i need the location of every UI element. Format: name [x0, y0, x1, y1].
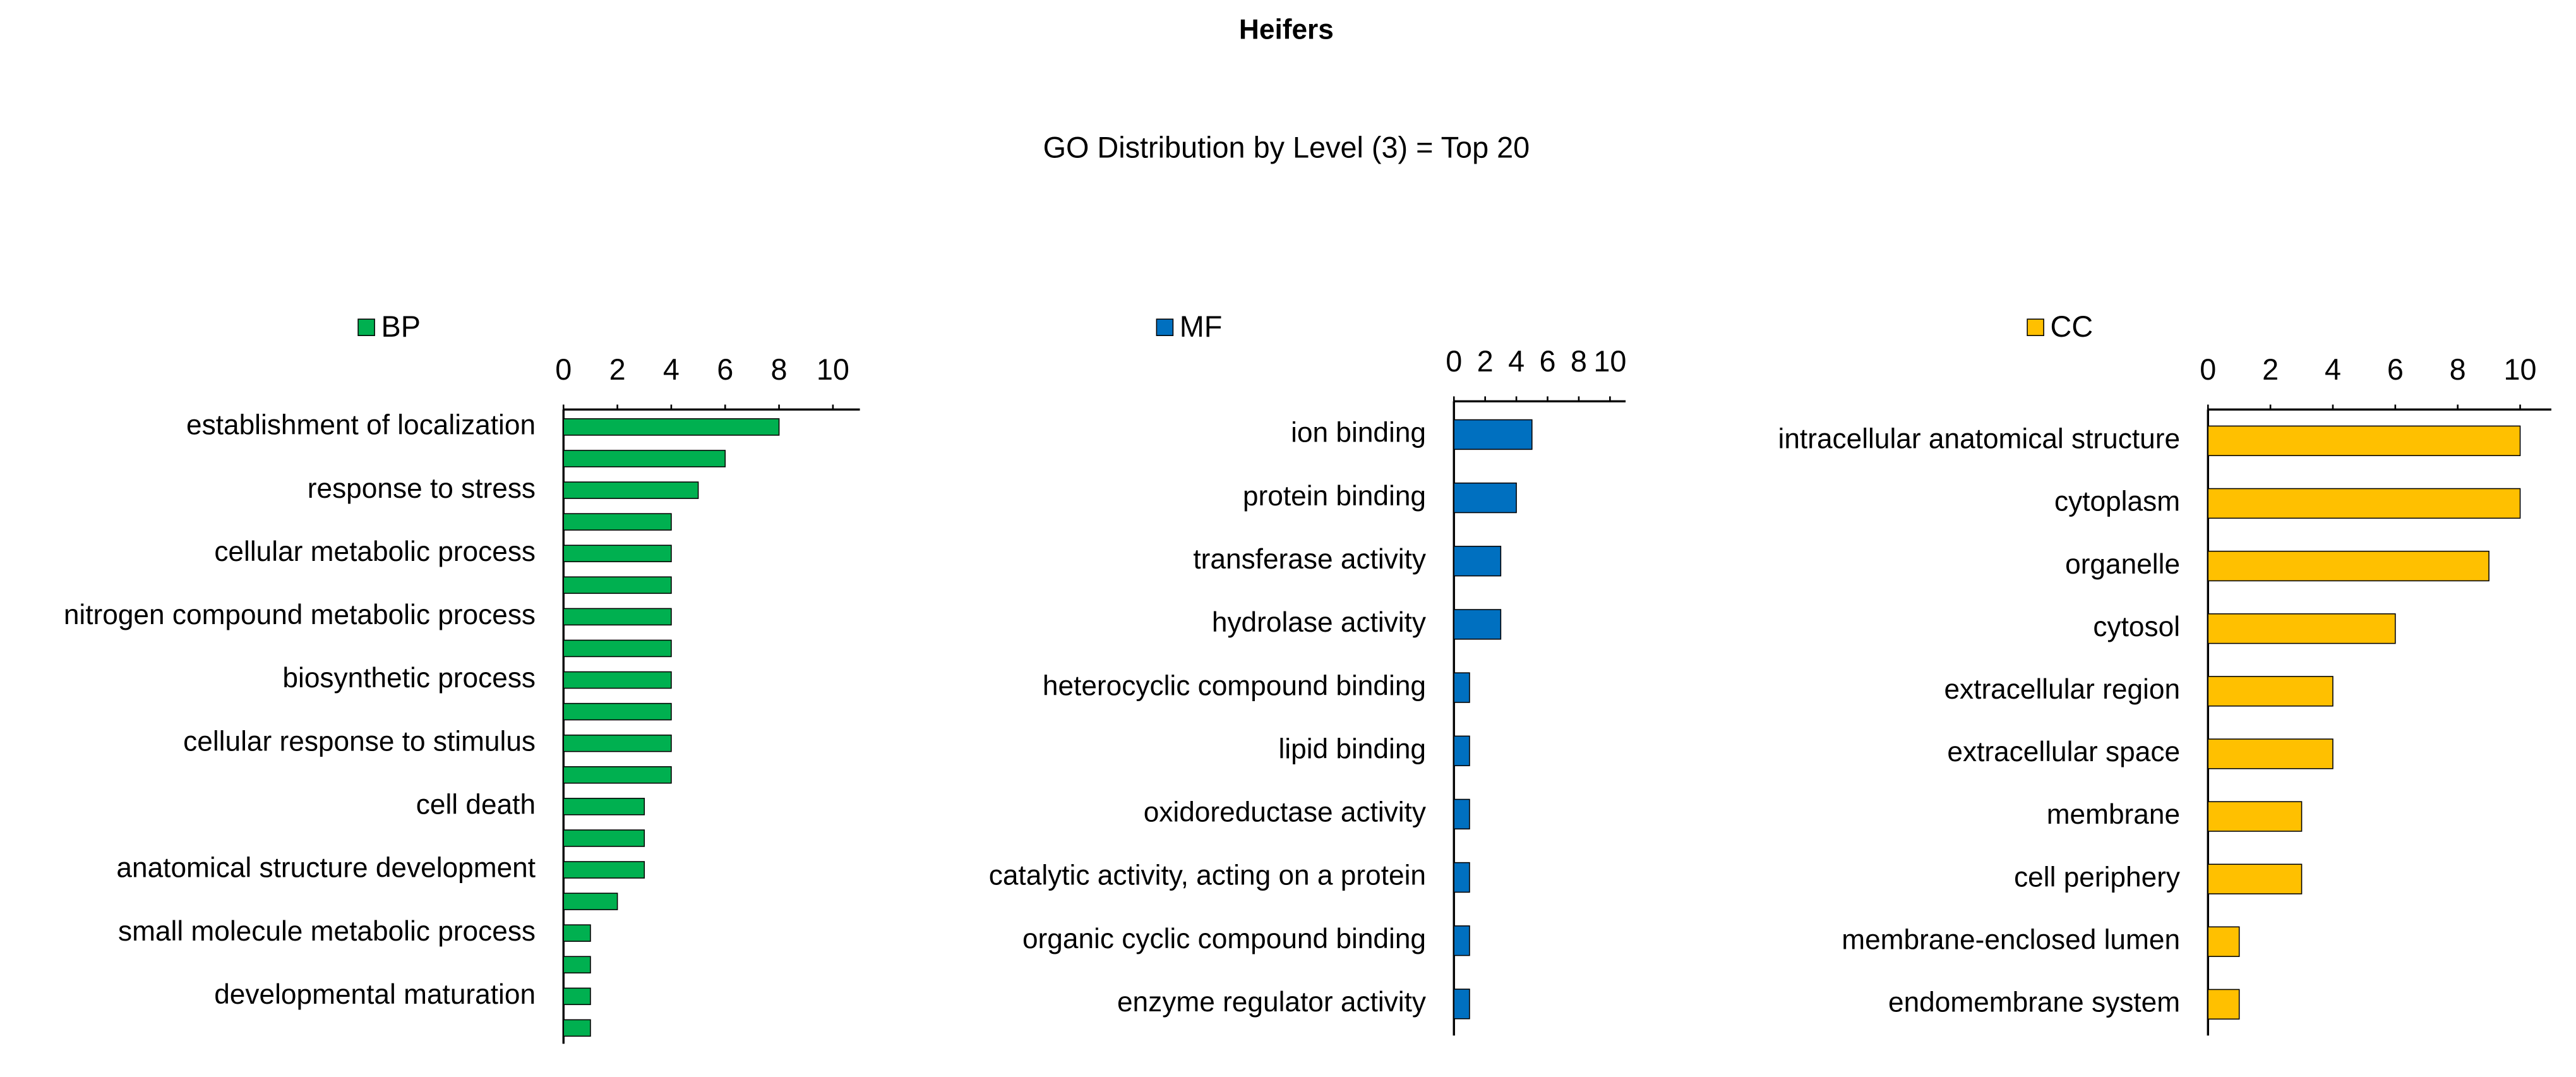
- y-tick-label: protein binding: [1243, 481, 1426, 512]
- x-tick-label: 0: [1446, 345, 1462, 378]
- bar: [2207, 801, 2303, 832]
- legend-label: CC: [2051, 310, 2094, 343]
- bar: [1453, 419, 1533, 450]
- y-tick-label: cellular response to stimulus: [183, 726, 536, 757]
- bar: [2207, 738, 2333, 769]
- y-tick-label: small molecule metabolic process: [118, 916, 536, 947]
- y-tick-label: organelle: [2065, 549, 2180, 580]
- bar: [563, 829, 645, 847]
- bar: [1453, 672, 1470, 703]
- x-tick-label: 8: [1571, 345, 1587, 378]
- x-tick-label: 2: [609, 353, 626, 386]
- bar: [563, 608, 672, 626]
- bar: [563, 450, 726, 467]
- x-tick-label: 2: [2262, 353, 2279, 386]
- y-tick-label: organic cyclic compound binding: [1022, 924, 1426, 954]
- bar: [2207, 550, 2489, 582]
- y-tick-label: hydrolase activity: [1212, 607, 1427, 638]
- y-tick-label: extracellular region: [1944, 674, 2180, 705]
- x-tick-label: 6: [717, 353, 733, 386]
- bar: [2207, 613, 2396, 644]
- bar: [1453, 862, 1470, 893]
- y-tick-label: extracellular space: [1947, 737, 2180, 767]
- bar: [2207, 488, 2521, 519]
- y-tick-label: cytosol: [2093, 611, 2180, 642]
- y-tick-label: establishment of localization: [186, 410, 536, 441]
- bar: [563, 734, 672, 752]
- x-tick-label: 4: [663, 353, 680, 386]
- bar: [563, 1019, 591, 1037]
- x-tick-label: 4: [2325, 353, 2341, 386]
- bar: [1453, 989, 1470, 1020]
- figure-subtitle: GO Distribution by Level (3) = Top 20: [1043, 131, 1530, 164]
- bar: [563, 798, 645, 815]
- bar: [563, 702, 672, 721]
- bar: [563, 893, 618, 910]
- bar: [1453, 546, 1502, 577]
- bar: [1453, 735, 1470, 766]
- bar: [563, 987, 591, 1006]
- legend-label: BP: [381, 310, 421, 343]
- x-tick-label: 0: [2200, 353, 2216, 386]
- bar: [1453, 798, 1470, 830]
- y-tick-label: enzyme regulator activity: [1117, 987, 1427, 1018]
- legend-label: MF: [1180, 310, 1223, 343]
- x-tick-label: 6: [1539, 345, 1555, 378]
- y-tick-label: transferase activity: [1193, 544, 1427, 575]
- bar: [563, 639, 672, 658]
- bar: [2207, 926, 2240, 957]
- bar: [563, 576, 672, 594]
- y-tick-label: membrane-enclosed lumen: [1842, 924, 2180, 955]
- y-tick-label: membrane: [2047, 799, 2180, 830]
- y-tick-label: ion binding: [1291, 418, 1426, 448]
- y-tick-label: anatomical structure development: [116, 853, 536, 884]
- bar: [1453, 482, 1517, 514]
- y-tick-label: endomembrane system: [1888, 987, 2180, 1018]
- y-tick-label: response to stress: [308, 473, 536, 504]
- y-tick-label: heterocyclic compound binding: [1043, 670, 1426, 701]
- y-tick-label: biosynthetic process: [282, 663, 536, 694]
- bar: [2207, 863, 2303, 894]
- bar: [2207, 989, 2240, 1020]
- bar: [563, 924, 591, 942]
- bar: [563, 671, 672, 689]
- bar: [1453, 925, 1470, 956]
- y-tick-label: intracellular anatomical structure: [1778, 424, 2181, 455]
- y-tick-label: cell death: [416, 790, 536, 821]
- bar: [563, 956, 591, 974]
- y-tick-label: lipid binding: [1278, 733, 1426, 764]
- x-tick-label: 10: [817, 353, 849, 386]
- y-tick-label: cytoplasm: [2054, 486, 2180, 517]
- x-tick-label: 0: [555, 353, 572, 386]
- y-tick-label: nitrogen compound metabolic process: [64, 599, 536, 630]
- legend-swatch: [357, 318, 375, 337]
- x-tick-label: 8: [771, 353, 788, 386]
- x-tick-label: 8: [2450, 353, 2466, 386]
- y-tick-label: cell periphery: [2014, 862, 2181, 893]
- figure-title: Heifers: [1239, 15, 1334, 45]
- x-tick-label: 10: [1593, 345, 1626, 378]
- y-tick-label: catalytic activity, acting on a protein: [989, 860, 1426, 891]
- legend-swatch: [1156, 318, 1174, 337]
- bar: [1453, 609, 1502, 640]
- bar: [563, 766, 672, 784]
- x-tick-label: 10: [2504, 353, 2537, 386]
- bar: [563, 418, 780, 436]
- bar: [2207, 425, 2521, 457]
- bar: [563, 481, 699, 499]
- x-tick-label: 4: [1508, 345, 1525, 378]
- legend-swatch: [2027, 318, 2044, 337]
- y-tick-label: developmental maturation: [214, 979, 536, 1010]
- bar: [2207, 676, 2333, 707]
- y-tick-label: cellular metabolic process: [214, 536, 536, 567]
- bar: [563, 861, 645, 879]
- bar: [563, 545, 672, 563]
- bar: [563, 513, 672, 531]
- y-tick-label: oxidoreductase activity: [1144, 797, 1427, 828]
- x-tick-label: 6: [2387, 353, 2404, 386]
- x-tick-label: 2: [1477, 345, 1494, 378]
